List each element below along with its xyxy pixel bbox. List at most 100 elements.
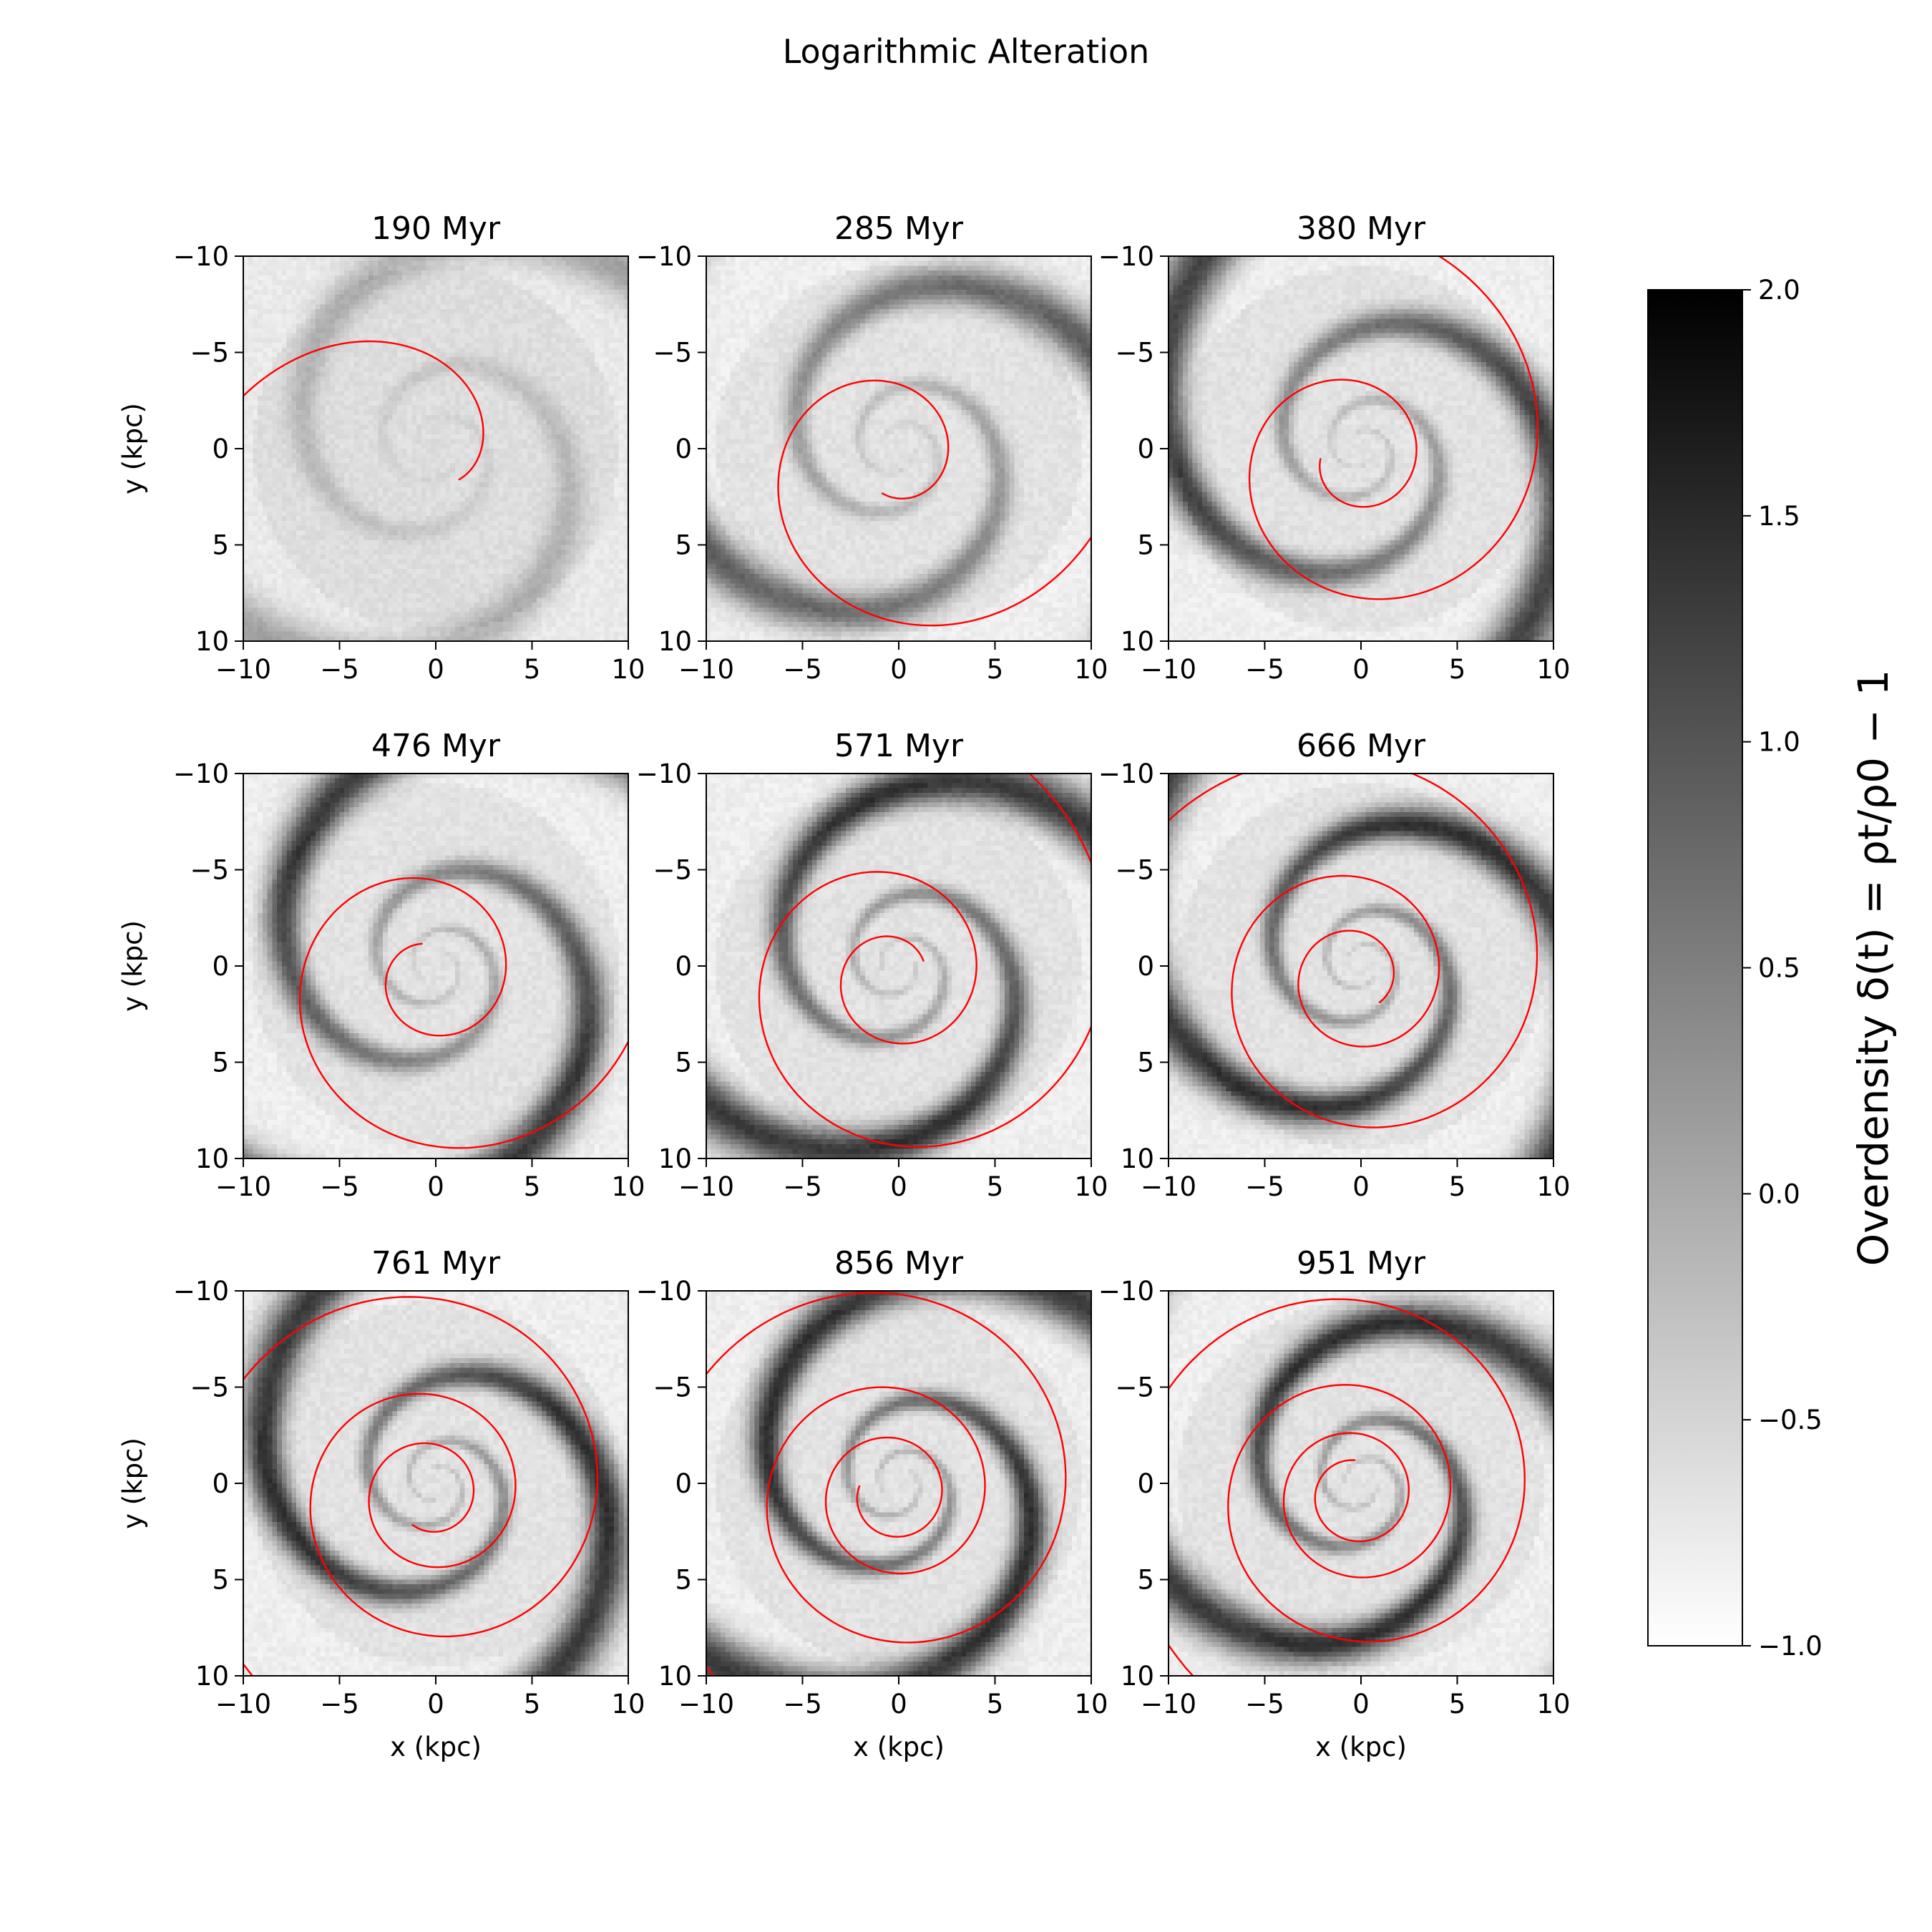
x-tick-label: 10 (611, 1171, 645, 1202)
x-tick-label: −5 (783, 1171, 822, 1202)
x-axis-label: x (kpc) (853, 1732, 945, 1762)
y-tick-label: 10 (658, 1661, 692, 1692)
x-tick-label: −10 (1141, 654, 1196, 685)
panel-title: 190 Myr (371, 210, 501, 247)
x-tick-label: −10 (1141, 1689, 1196, 1719)
y-tick-label: −10 (173, 758, 229, 789)
y-tick-label: 0 (212, 951, 229, 982)
x-tick-label: 0 (890, 654, 907, 685)
x-tick-label: 5 (1449, 1171, 1466, 1202)
colorbar-tick-label: 0.0 (1758, 1179, 1800, 1209)
panel-title: 761 Myr (371, 1245, 501, 1282)
y-tick-label: 0 (1137, 1468, 1154, 1499)
y-tick-label: 5 (675, 1565, 692, 1596)
x-tick-label: −5 (320, 1171, 359, 1202)
y-tick-label: −10 (173, 1276, 229, 1307)
x-tick-label: 0 (1352, 1689, 1370, 1719)
panel-title: 476 Myr (371, 728, 501, 764)
spiral-fit-curve (298, 877, 628, 1149)
x-tick-label: −10 (215, 1171, 271, 1202)
y-tick-label: −5 (653, 855, 692, 886)
y-tick-label: 0 (1137, 951, 1154, 982)
y-tick-label: −5 (653, 338, 692, 369)
x-tick-label: −10 (678, 654, 734, 685)
y-tick-label: 5 (1137, 1048, 1154, 1078)
density-map (1169, 256, 1553, 641)
density-map (243, 1291, 628, 1676)
x-tick-label: 10 (1536, 1171, 1570, 1202)
density-map (1169, 1291, 1553, 1676)
y-tick-label: −10 (636, 241, 692, 272)
y-tick-label: 0 (675, 951, 692, 982)
spiral-fit-curve (243, 1296, 599, 1676)
x-tick-label: 10 (611, 1689, 645, 1719)
x-tick-label: −10 (678, 1171, 734, 1202)
colorbar-tick-label: 2.0 (1758, 275, 1800, 306)
density-map (706, 256, 1091, 641)
x-tick-label: 5 (524, 1689, 541, 1719)
y-tick-label: −5 (653, 1372, 692, 1403)
x-tick-label: 10 (1074, 654, 1108, 685)
x-tick-label: −5 (783, 1689, 822, 1719)
y-tick-label: 5 (675, 1048, 692, 1078)
y-tick-label: 5 (212, 530, 229, 561)
y-tick-label: 10 (658, 626, 692, 657)
y-tick-label: −5 (1115, 855, 1154, 886)
x-tick-label: 0 (1352, 654, 1370, 685)
x-tick-label: −5 (320, 654, 359, 685)
x-tick-label: 5 (987, 654, 1004, 685)
y-tick-label: 0 (675, 434, 692, 464)
y-tick-label: −10 (636, 1276, 692, 1307)
y-tick-label: 0 (1137, 434, 1154, 464)
y-axis-label: y (kpc) (117, 403, 148, 494)
y-tick-label: 5 (212, 1565, 229, 1596)
spiral-fit-curve (758, 774, 1091, 1148)
colorbar-tick-label: −0.5 (1758, 1405, 1823, 1435)
colorbar-tick-label: −1.0 (1758, 1631, 1823, 1662)
y-tick-label: 5 (675, 530, 692, 561)
density-map (243, 774, 628, 1158)
y-tick-label: 5 (1137, 530, 1154, 561)
x-tick-label: 0 (1352, 1171, 1370, 1202)
x-tick-label: −10 (215, 654, 271, 685)
spiral-fit-curve (706, 1292, 1067, 1676)
y-tick-label: −10 (1098, 241, 1154, 272)
colorbar-label: Overdensity δ(t) = ρt/ρ0 − 1 (1849, 670, 1898, 1267)
x-tick-label: 10 (1074, 1689, 1108, 1719)
x-tick-label: 0 (427, 654, 444, 685)
y-tick-label: 5 (212, 1048, 229, 1078)
y-tick-label: 10 (1121, 1143, 1154, 1174)
y-tick-label: 5 (1137, 1565, 1154, 1596)
panel-title: 666 Myr (1297, 728, 1426, 764)
colorbar-gradient (1648, 290, 1742, 1646)
y-tick-label: 0 (212, 434, 229, 464)
panel-title: 571 Myr (834, 728, 964, 764)
x-tick-label: 5 (524, 1171, 541, 1202)
x-tick-label: 5 (987, 1171, 1004, 1202)
x-tick-label: −5 (783, 654, 822, 685)
x-axis-label: x (kpc) (1315, 1732, 1407, 1762)
y-tick-label: −5 (190, 1372, 229, 1403)
y-tick-label: −5 (190, 855, 229, 886)
x-tick-label: 0 (427, 1171, 444, 1202)
colorbar-tick-label: 1.5 (1758, 501, 1800, 532)
y-axis-label: y (kpc) (117, 920, 148, 1012)
y-tick-label: −10 (1098, 758, 1154, 789)
x-tick-label: 10 (1536, 654, 1570, 685)
y-tick-label: −10 (636, 758, 692, 789)
panel-title: 856 Myr (834, 1245, 964, 1282)
y-tick-label: 10 (195, 1143, 229, 1174)
x-tick-label: −5 (320, 1689, 359, 1719)
spiral-fit-curve (243, 340, 484, 481)
x-tick-label: 5 (1449, 654, 1466, 685)
y-tick-label: −10 (1098, 1276, 1154, 1307)
